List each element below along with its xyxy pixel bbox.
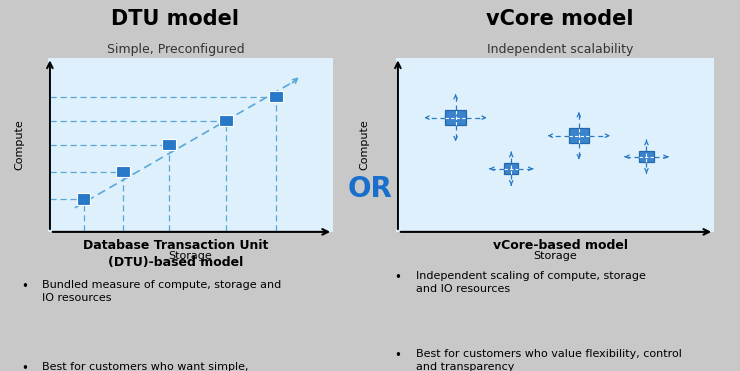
Bar [639,151,653,162]
Text: Bundled measure of compute, storage and
IO resources: Bundled measure of compute, storage and … [42,280,281,303]
Text: Storage: Storage [533,251,577,261]
Text: Storage: Storage [169,251,212,261]
Text: •: • [394,349,402,362]
Text: Independent scalability: Independent scalability [487,43,633,56]
Text: Independent scaling of compute, storage
and IO resources: Independent scaling of compute, storage … [417,271,646,293]
Text: vCore-based model: vCore-based model [493,239,628,252]
Bar [116,166,130,177]
Text: Simple, Preconfigured: Simple, Preconfigured [107,43,244,56]
Text: DTU model: DTU model [112,9,239,29]
Bar [269,91,283,102]
Bar [219,115,233,127]
Bar [569,128,589,143]
Text: •: • [21,362,28,371]
Text: Best for customers who value flexibility, control
and transparency: Best for customers who value flexibility… [417,349,682,371]
Bar [504,163,519,174]
Text: •: • [394,271,402,284]
Bar [77,193,90,204]
Text: Compute: Compute [359,119,369,170]
Text: •: • [21,280,28,293]
Bar [445,110,465,125]
Text: Compute: Compute [15,119,24,170]
Bar [162,139,176,150]
Text: Database Transaction Unit
(DTU)-based model: Database Transaction Unit (DTU)-based mo… [83,239,268,269]
Text: Best for customers who want simple,
pre-configured resource options: Best for customers who want simple, pre-… [42,362,249,371]
Text: vCore model: vCore model [486,9,634,29]
Text: OR: OR [348,175,392,203]
